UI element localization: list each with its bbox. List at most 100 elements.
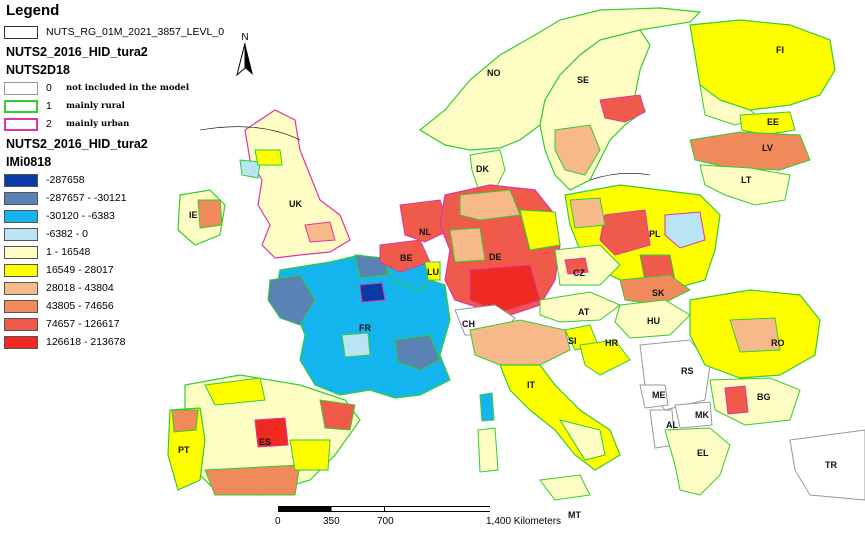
country-label-ro: RO [771,338,785,348]
region-romania-center [729,317,781,353]
region-montenegro [639,384,669,409]
region-sweden-south [554,124,601,176]
country-label-mt: MT [568,510,581,520]
region-austria [539,291,621,323]
region-uk-yellow [254,149,283,166]
imi-class-swatch [4,299,38,313]
region-luxembourg [424,261,441,281]
country-label-se: SE [577,75,590,85]
region-ireland-east [197,199,223,229]
country-label-si: SI [568,336,577,346]
coastline [199,126,651,181]
imi-class-row: -30120 - -6383 [4,207,244,225]
imi-class-label: 126618 - 213678 [46,336,126,348]
region-madrid [254,417,289,448]
imi-class-row: 43805 - 74656 [4,297,244,315]
imi-class-swatch [4,173,38,187]
imi-class-label: -287658 [46,174,85,186]
legend-title: Legend [6,2,60,19]
region-france-west [267,274,316,326]
country-label-pl: PL [649,229,661,239]
north-label: N [241,32,249,43]
region-slovakia [619,274,691,306]
imi-class-label: 1 - 16548 [46,246,91,258]
country-label-lt: LT [741,175,752,185]
nuts-field-title: NUTS2D18 [6,63,70,77]
imi-class-label: 16549 - 28017 [46,264,114,276]
region-estonia [739,111,796,136]
nuts-class-row: 0 not included in the model [4,79,244,97]
north-arrow: N [234,32,256,82]
country-label-at: AT [578,307,590,317]
imi-class-row: -6382 - 0 [4,225,244,243]
country-label-lu: LU [427,267,439,277]
region-netherlands [399,199,451,243]
country-label-es: ES [259,437,272,447]
region-spain-north [204,377,266,406]
boundary-label: NUTS_RG_01M_2021_3857_LEVL_0 [46,26,225,38]
country-label-de: DE [489,252,502,262]
country-label-fr: FR [359,323,371,333]
country-label-bg: BG [757,392,771,402]
country-label-ch: CH [462,319,475,329]
country-label-ee: EE [767,117,780,127]
country-label-tr: TR [825,460,837,470]
region-sicily [539,474,591,501]
region-czech [554,244,621,286]
region-germany-north [459,189,521,221]
country-label-lv: LV [762,143,773,153]
region-germany-east [519,209,561,251]
region-corsica [479,392,495,422]
region-croatia [579,339,631,376]
imi-class-swatch [4,191,38,205]
country-label-be: BE [400,253,413,263]
region-latvia [689,131,811,171]
imi-class-label: 43805 - 74656 [46,300,114,312]
region-stockholm [599,94,646,123]
region-belgium [379,239,431,273]
region-sofia [724,385,749,415]
region-andalusia [204,464,301,496]
imi-class-label: -287657 - -30121 [46,192,127,204]
region-france-center [341,332,371,358]
region-lyon [394,334,441,371]
country-label-uk: UK [289,199,302,209]
region-scotland-blue [239,159,261,179]
country-label-mk: MK [695,410,709,420]
nuts-class-swatch [4,81,38,95]
region-greece [664,427,731,496]
country-label-hr: HR [605,338,618,348]
country-label-el: EL [697,448,709,458]
layer1-title: NUTS2_2016_HID_tura2 [6,45,148,59]
scale-tick: 700 [377,516,394,527]
country-label-ie: IE [189,210,198,220]
imi-class-swatch [4,281,38,295]
imi-class-label: 28018 - 43804 [46,282,114,294]
imi-class-list: -287658 -287657 - -30121 -30120 - -6383 -63… [4,171,244,351]
region-portugal-north [171,409,199,433]
region-germany-west [449,227,486,263]
country-label-hu: HU [647,316,660,326]
legend-boundary-row: NUTS_RG_01M_2021_3857_LEVL_0 [4,23,244,41]
region-paris [359,282,386,303]
imi-class-row: 1 - 16548 [4,243,244,261]
nuts-class-label: not included in the model [66,83,190,93]
country-label-dk: DK [476,164,489,174]
scale-tick: 1,400 Kilometers [486,516,562,527]
scale-bar: 0 350 700 1,400 Kilometers [275,506,838,531]
region-spain-east [289,439,331,471]
region-turkey [789,429,865,501]
imi-class-swatch [4,335,38,349]
region-sardinia [477,427,499,473]
scale-bar-graphic [278,506,491,512]
imi-class-swatch [4,209,38,223]
imi-class-row: 126618 - 213678 [4,333,244,351]
region-lithuania [699,164,791,206]
nuts-class-code: 0 [46,82,52,94]
region-warsaw [664,211,706,249]
nuts-class-row: 1 mainly rural [4,97,244,115]
nuts-class-label: mainly rural [66,101,125,111]
country-label-me: ME [652,390,666,400]
imi-class-row: -287657 - -30121 [4,189,244,207]
